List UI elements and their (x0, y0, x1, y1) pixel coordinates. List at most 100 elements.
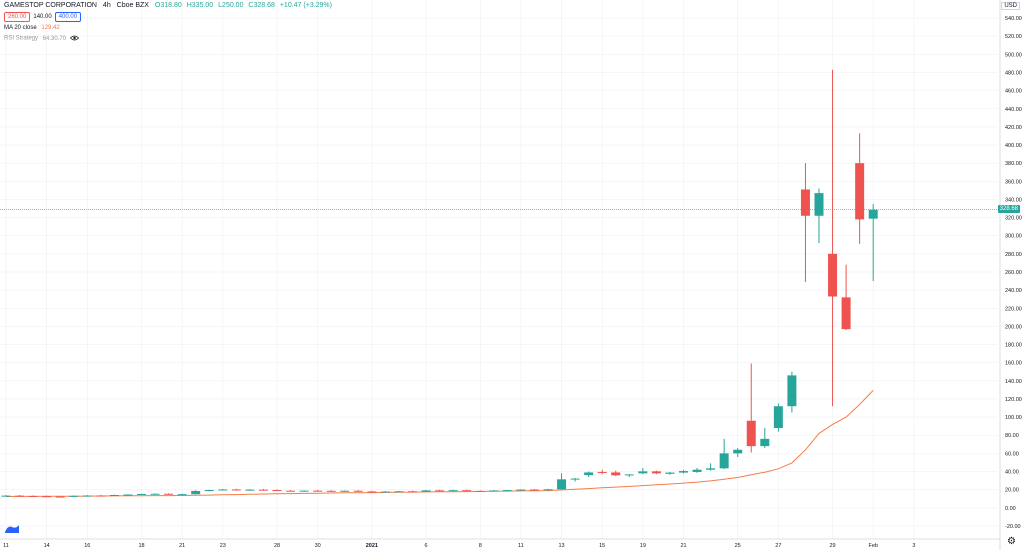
candle-body (570, 478, 580, 480)
candle-body (448, 490, 458, 492)
candles (1, 69, 878, 498)
y-tick-label: 100.00 (1005, 415, 1022, 421)
candle-body (218, 489, 228, 491)
y-tick-label: 140.00 (1005, 379, 1022, 385)
candle-body (258, 489, 268, 491)
candle-body (55, 496, 65, 498)
y-tick-label: 400.00 (1005, 143, 1022, 149)
candle-body (42, 496, 52, 498)
x-tick-label: 18 (138, 543, 144, 549)
change-value: +10.47 (+3.29%) (279, 2, 332, 9)
candle-body (624, 474, 634, 476)
candle-body (367, 491, 377, 493)
ohlc-values: O318.80 H335.00 L250.00 C328.68 +10.47 (… (155, 2, 335, 9)
x-tick-label: 6 (425, 543, 428, 549)
x-tick-label: 23 (220, 543, 226, 549)
candle-body (245, 489, 255, 491)
candle-body (164, 493, 174, 495)
candle-body (706, 468, 716, 470)
y-tick-label: 540.00 (1005, 16, 1022, 22)
candle-body (841, 297, 851, 330)
candle-body (651, 471, 661, 474)
interval-label[interactable]: 4h (102, 2, 111, 9)
candle-body (421, 490, 431, 492)
candle-body (502, 490, 512, 492)
candle-body (15, 495, 25, 497)
indicator-ma[interactable]: MA 20 close 129.42 (4, 25, 60, 31)
candle-body (855, 163, 865, 220)
sell-button[interactable]: 260.00 (4, 12, 31, 22)
y-tick-label: 180.00 (1005, 343, 1022, 349)
candle-body (28, 495, 38, 497)
x-tick-label: 3 (912, 543, 915, 549)
candle-body (408, 491, 417, 493)
y-tick-label: 220.00 (1005, 306, 1022, 312)
tradingview-logo-icon[interactable] (4, 523, 20, 534)
y-tick-label: 460.00 (1005, 89, 1022, 95)
candle-body (719, 453, 729, 469)
y-tick-label: 40.00 (1005, 470, 1019, 476)
y-tick-label: 480.00 (1005, 70, 1022, 76)
candle-body (299, 490, 309, 492)
indicator-rsi[interactable]: RSI Strategy 64.30.70 (4, 35, 79, 42)
candle-body (543, 489, 553, 491)
last-price-tag: 328.68 (997, 204, 1020, 213)
eye-icon[interactable] (69, 35, 79, 41)
candle-body (814, 193, 824, 216)
candle-body (584, 472, 594, 476)
y-tick-label: 260.00 (1005, 270, 1022, 276)
x-tick-label: 15 (599, 543, 605, 549)
candle-body (746, 420, 756, 447)
buy-button[interactable]: 400.00 (54, 12, 82, 22)
candle-body (191, 491, 201, 495)
symbol-name[interactable]: GAMESTOP CORPORATION (4, 2, 97, 9)
open-value: O318.80 (154, 2, 182, 9)
candle-body (638, 471, 648, 474)
candle-body (96, 495, 106, 497)
candle-body (340, 490, 350, 492)
candle-body (394, 491, 404, 493)
x-tick-label: 21 (680, 543, 686, 549)
x-tick-label: 11 (518, 543, 524, 549)
y-tick-label: 60.00 (1005, 451, 1019, 457)
candle-body (475, 490, 485, 492)
x-tick-label: 14 (44, 543, 50, 549)
grid (0, 0, 998, 539)
candle-body (286, 490, 296, 492)
y-tick-label: 500.00 (1005, 52, 1022, 58)
candle-body (435, 490, 445, 492)
candle-body (313, 490, 323, 492)
x-tick-label: 21 (179, 543, 185, 549)
candle-body (679, 471, 688, 473)
high-value: H335.00 (186, 2, 214, 9)
gear-icon[interactable]: ⚙ (1007, 536, 1016, 547)
candle-body (597, 471, 607, 473)
y-tick-label: 320.00 (1005, 216, 1022, 222)
y-tick-label: 160.00 (1005, 361, 1022, 367)
x-tick-label: 8 (479, 543, 482, 549)
y-tick-label: 520.00 (1005, 34, 1022, 40)
candle-body (1, 495, 11, 497)
x-tick-label: 16 (84, 543, 90, 549)
candle-body (516, 489, 526, 491)
y-tick-label: 0.00 (1005, 506, 1016, 512)
exchange-label: Cboe BZX (116, 2, 149, 9)
ma-line (5, 390, 874, 497)
y-tick-label: 20.00 (1005, 488, 1019, 494)
trade-buttons: 260.00 140.00 400.00 (4, 12, 82, 22)
y-tick-label: 280.00 (1005, 252, 1022, 258)
candle-body (326, 490, 336, 492)
y-tick-label: 240.00 (1005, 288, 1022, 294)
close-value: C328.68 (248, 2, 275, 9)
y-tick-label: 340.00 (1005, 197, 1022, 203)
y-tick-label: 380.00 (1005, 161, 1022, 167)
y-tick-label: 200.00 (1005, 324, 1022, 330)
x-tick-label: 29 (829, 543, 835, 549)
currency-label[interactable]: USD (1001, 2, 1020, 10)
candle-body (380, 491, 390, 493)
x-tick-label: 30 (315, 543, 321, 549)
candle-body (123, 494, 133, 496)
x-tick-label: 28 (274, 543, 280, 549)
candle-body (462, 490, 472, 492)
